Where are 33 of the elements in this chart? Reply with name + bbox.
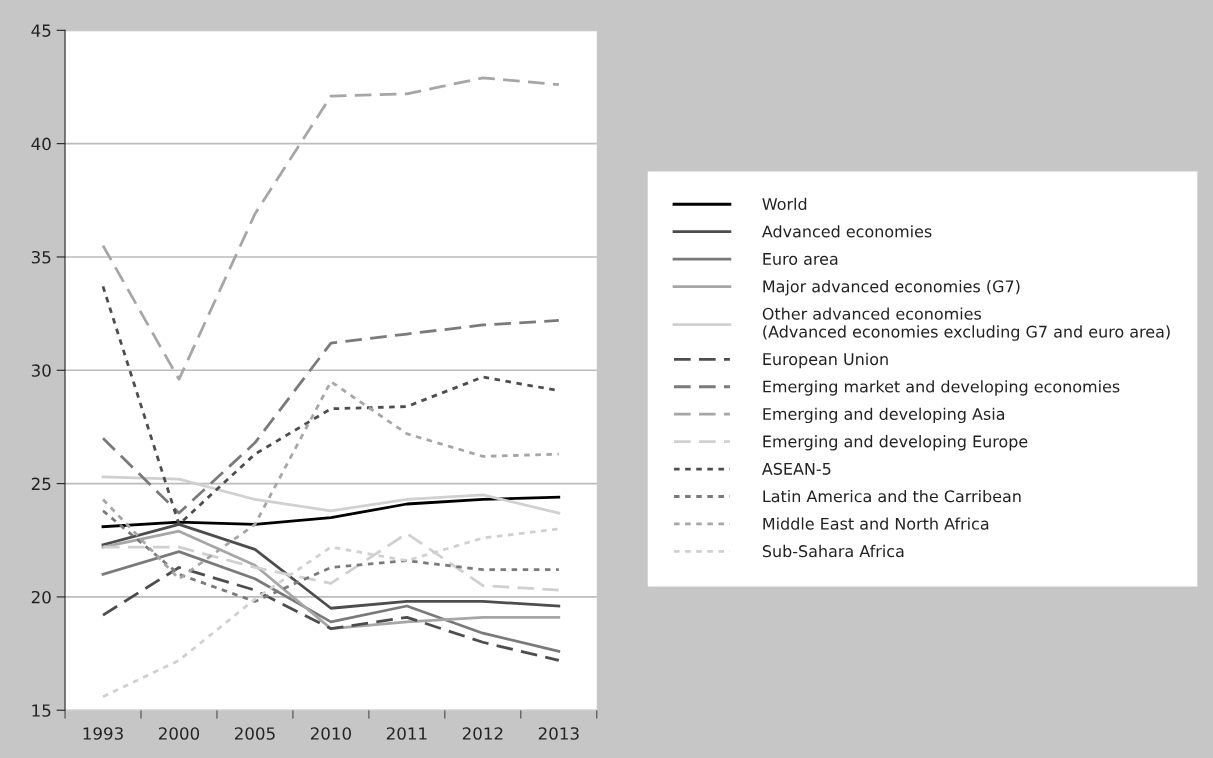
- y-tick-label: 30: [31, 364, 51, 377]
- line-series: [101, 495, 561, 529]
- line-series: [101, 527, 561, 699]
- x-tick-label: 1993: [83, 727, 123, 740]
- legend-label: Emerging market and developing economies: [763, 380, 1120, 396]
- line-series: [101, 319, 561, 515]
- legend-label: European Union: [763, 352, 888, 369]
- legend-label: Sub-Sahara Africa: [762, 544, 904, 558]
- x-tick-label: 2010: [310, 727, 352, 740]
- x-tick-label: 2000: [158, 727, 200, 740]
- legend-label: Advanced economies: [761, 225, 932, 238]
- legend-label: Latin America and the Carribean: [763, 489, 1021, 503]
- line-series: [101, 475, 561, 515]
- y-tick-label: 25: [31, 477, 51, 491]
- line-series: [101, 566, 561, 662]
- legend-label: ASEAN-5: [761, 462, 831, 475]
- y-tick-label: 20: [31, 590, 51, 604]
- y-tick-label: 15: [32, 704, 51, 717]
- legend-label: Emerging and developing Asia: [763, 407, 1005, 424]
- y-tick-label: 45: [31, 24, 51, 37]
- x-tick-label: 2013: [538, 727, 579, 740]
- y-tick-label: 35: [31, 250, 51, 264]
- x-tick-label: 2011: [386, 727, 427, 740]
- legend-label: World: [762, 197, 807, 211]
- legend-label: Euro area: [763, 253, 838, 265]
- legend-label: Other advanced economies (Advanced economies excluding G7 and euro area): [762, 307, 1170, 341]
- legend-label: Major advanced economies (G7): [763, 280, 1020, 296]
- line-series: [101, 76, 561, 381]
- x-tick-label: 2005: [234, 727, 275, 740]
- legend-label: Emerging and developing Europe: [763, 435, 1028, 451]
- y-tick-label: 40: [31, 137, 51, 151]
- x-tick-label: 2012: [462, 727, 503, 740]
- legend-label: Middle East and North Africa: [763, 517, 989, 530]
